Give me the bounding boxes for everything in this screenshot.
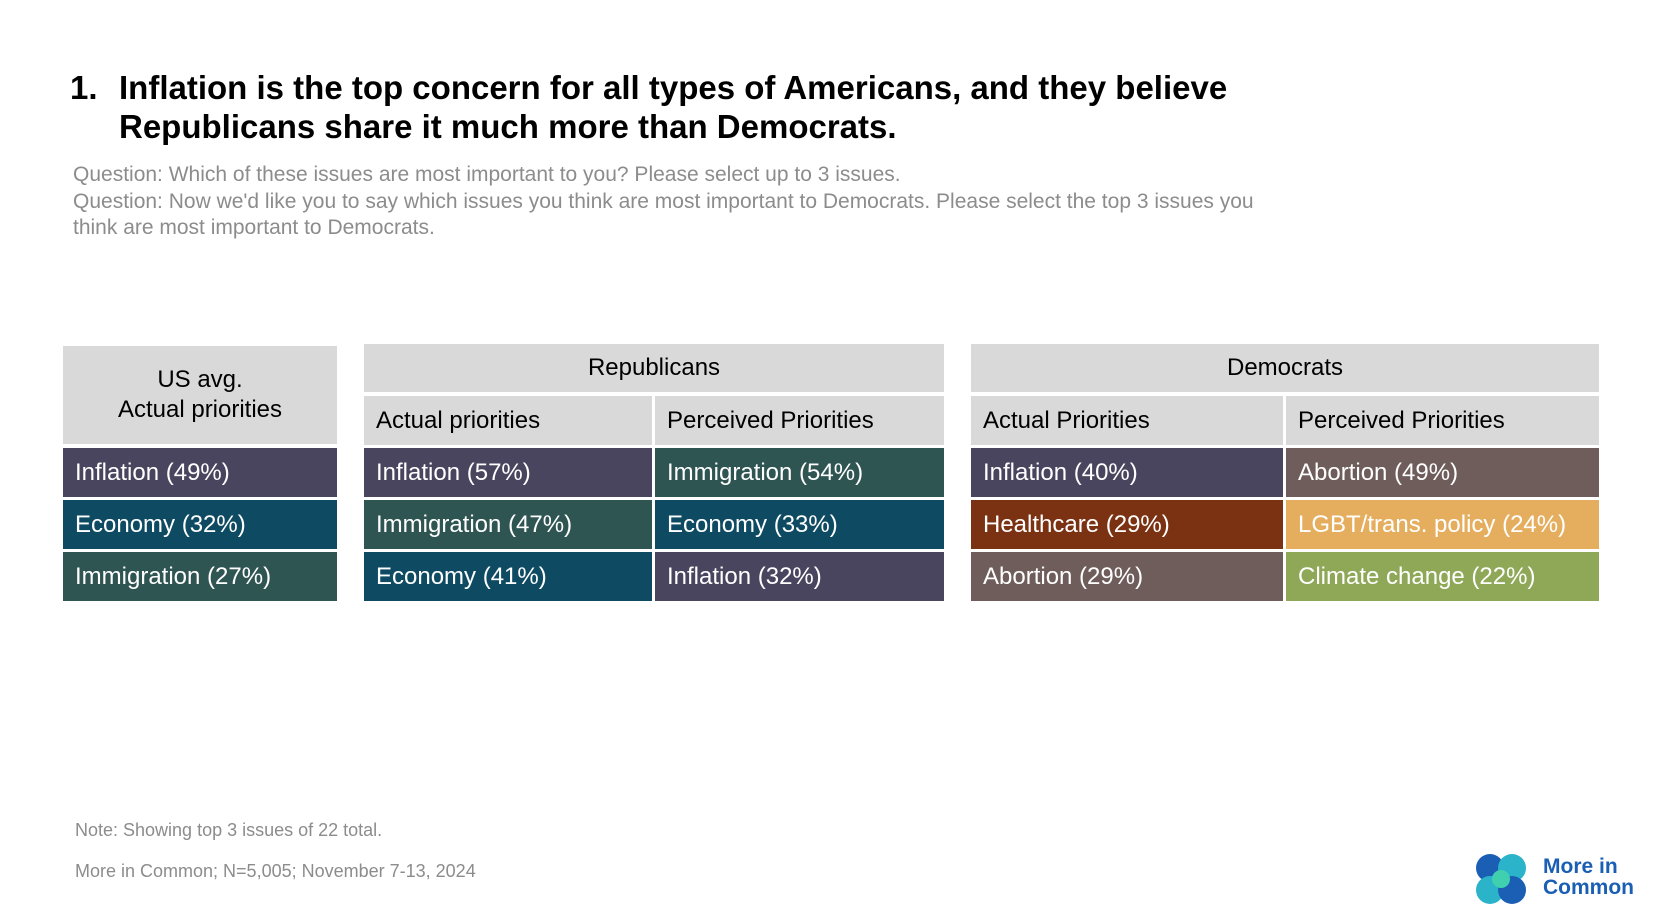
republicans-actual-row: Inflation (57%) (364, 448, 652, 497)
row-label: Healthcare (29%) (983, 510, 1170, 538)
column-label: Actual Priorities (983, 406, 1150, 434)
democrats-actual-row: Healthcare (29%) (971, 500, 1283, 549)
question-2-line-1: Question: Now we'd like you to say which… (73, 189, 1254, 213)
republicans-perceived-column-header: Perceived Priorities (655, 396, 944, 445)
us-avg-row: Immigration (27%) (63, 552, 337, 601)
title-line-2: Republicans share it much more than Demo… (119, 108, 897, 145)
row-label: Abortion (29%) (983, 562, 1144, 590)
us-avg-row: Inflation (49%) (63, 448, 337, 497)
row-label: Immigration (54%) (667, 458, 864, 486)
logo-line-2: Common (1543, 876, 1634, 899)
question-1: Question: Which of these issues are most… (73, 163, 901, 186)
logo-wordmark: More in Common (1543, 856, 1634, 898)
democrats-perceived-column-header: Perceived Priorities (1286, 396, 1599, 445)
question-2-line-2: think are most important to Democrats. (73, 216, 435, 239)
row-label: LGBT/trans. policy (24%) (1298, 510, 1567, 538)
us-avg-header-line-2: Actual priorities (117, 396, 283, 423)
column-label: Perceived Priorities (1298, 406, 1505, 434)
footnote: Note: Showing top 3 issues of 22 total. (75, 820, 383, 840)
row-label: Climate change (22%) (1298, 562, 1536, 590)
column-label: Perceived Priorities (667, 406, 874, 434)
us-avg-row-label: Immigration (27%) (75, 562, 272, 590)
row-label: Economy (41%) (376, 562, 547, 590)
us-avg-header-line-1: US avg. (157, 366, 243, 393)
republicans-perceived-row: Economy (33%) (655, 500, 944, 549)
republicans-actual-row: Economy (41%) (364, 552, 652, 601)
us-avg-row-label: Economy (32%) (75, 510, 246, 538)
source-note: More in Common; N=5,005; November 7-13, … (75, 861, 476, 881)
question-text: Question: Which of these issues are most… (73, 162, 1373, 242)
republicans-actual-row: Immigration (47%) (364, 500, 652, 549)
title-line-1: Inflation is the top concern for all typ… (119, 69, 1228, 106)
democrats-perceived-row: Abortion (49%) (1286, 448, 1599, 497)
us-avg-row: Economy (32%) (63, 500, 337, 549)
republicans-actual-column-header: Actual priorities (364, 396, 652, 445)
democrats-perceived-row: Climate change (22%) (1286, 552, 1599, 601)
democrats-actual-column-header: Actual Priorities (971, 396, 1283, 445)
democrats-perceived-row: LGBT/trans. policy (24%) (1286, 500, 1599, 549)
republicans-perceived-row: Immigration (54%) (655, 448, 944, 497)
democrats-actual-row: Inflation (40%) (971, 448, 1283, 497)
row-label: Inflation (32%) (667, 562, 822, 590)
column-label: Actual priorities (376, 406, 541, 434)
us-avg-row-label: Inflation (49%) (75, 458, 230, 486)
row-label: Inflation (40%) (983, 458, 1138, 486)
more-in-common-logo-icon (1476, 854, 1526, 904)
democrats-header: Democrats (971, 344, 1599, 392)
republicans-perceived-row: Inflation (32%) (655, 552, 944, 601)
row-label: Inflation (57%) (376, 458, 531, 486)
row-label: Immigration (47%) (376, 510, 573, 538)
slide-title: 1. Inflation is the top concern for all … (70, 68, 1270, 146)
democrats-title: Democrats (1226, 354, 1344, 381)
row-label: Economy (33%) (667, 510, 838, 538)
us-avg-header: US avg. Actual priorities (63, 346, 337, 444)
logo-line-1: More in (1543, 855, 1618, 878)
democrats-actual-row: Abortion (29%) (971, 552, 1283, 601)
republicans-title: Republicans (587, 354, 721, 381)
row-label: Abortion (49%) (1298, 458, 1459, 486)
title-number: 1. (70, 69, 98, 106)
republicans-header: Republicans (364, 344, 944, 392)
